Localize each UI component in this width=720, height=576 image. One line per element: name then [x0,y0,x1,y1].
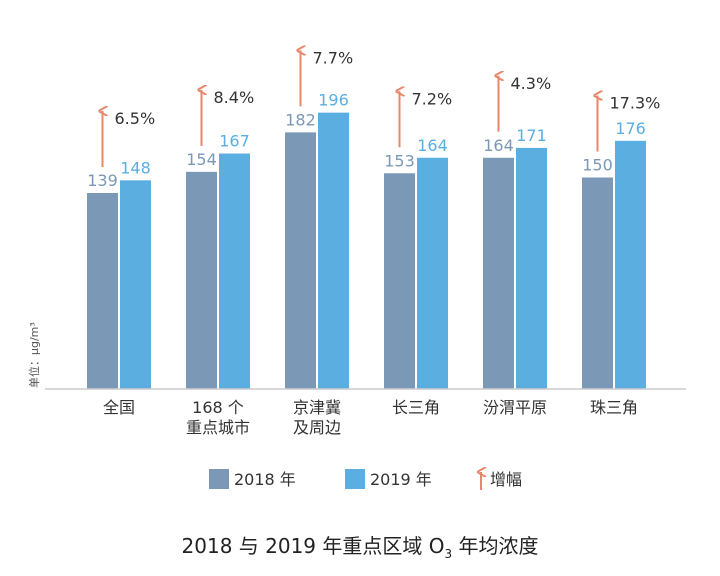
data-label: 153 [384,151,415,170]
chart-title: 2018 与 2019 年重点区域 O3 年均浓度 [0,530,720,561]
bar-2018 [483,157,514,389]
bar-2019 [615,140,646,389]
data-label: 154 [186,150,217,169]
category-label: 及周边 [293,418,341,437]
y-axis-unit-label: 单位：μg/m³ [27,322,41,388]
growth-label: 7.7% [313,48,354,67]
category-label: 168 个 [192,398,244,417]
data-label: 148 [120,158,151,177]
legend-swatch [345,469,365,489]
legend-label: 2019 年 [370,470,432,489]
chart-title-text: 2018 与 2019 年重点区域 O [181,534,445,558]
bar-2019 [219,153,250,389]
data-label: 171 [516,126,547,145]
data-label: 176 [615,119,646,138]
category-label: 京津冀 [293,398,341,417]
growth-label: 17.3% [610,94,661,113]
data-label: 164 [417,136,448,155]
bar-2018 [384,173,415,389]
bar-2019 [417,157,448,389]
bar-2018 [285,132,316,389]
bar-2019 [120,180,151,389]
growth-label: 7.2% [412,89,453,108]
category-label: 汾渭平原 [483,398,547,417]
category-label: 重点城市 [186,418,250,437]
legend-label: 2018 年 [234,470,296,489]
data-label: 196 [318,91,349,110]
legend: 2018 年 2019 年 增幅 [209,469,522,490]
growth-label: 8.4% [214,88,255,107]
data-label: 150 [582,156,613,175]
data-label: 164 [483,136,514,155]
category-label: 珠三角 [590,398,638,417]
legend-swatch [209,469,229,489]
bar-2019 [516,147,547,389]
legend-label: 增幅 [490,470,522,489]
bar-2019 [318,112,349,389]
bar-2018 [87,193,118,389]
growth-label: 4.3% [511,74,552,93]
growth-label: 6.5% [115,109,156,128]
data-label: 139 [87,171,118,190]
chart-title-subscript: 3 [444,547,453,561]
data-label: 182 [285,110,316,129]
bar-2018 [186,171,217,389]
bar-2018 [582,177,613,389]
category-label: 全国 [103,398,135,417]
data-label: 167 [219,132,250,151]
chart-title-tail: 年均浓度 [452,534,539,558]
category-label: 长三角 [392,398,440,417]
